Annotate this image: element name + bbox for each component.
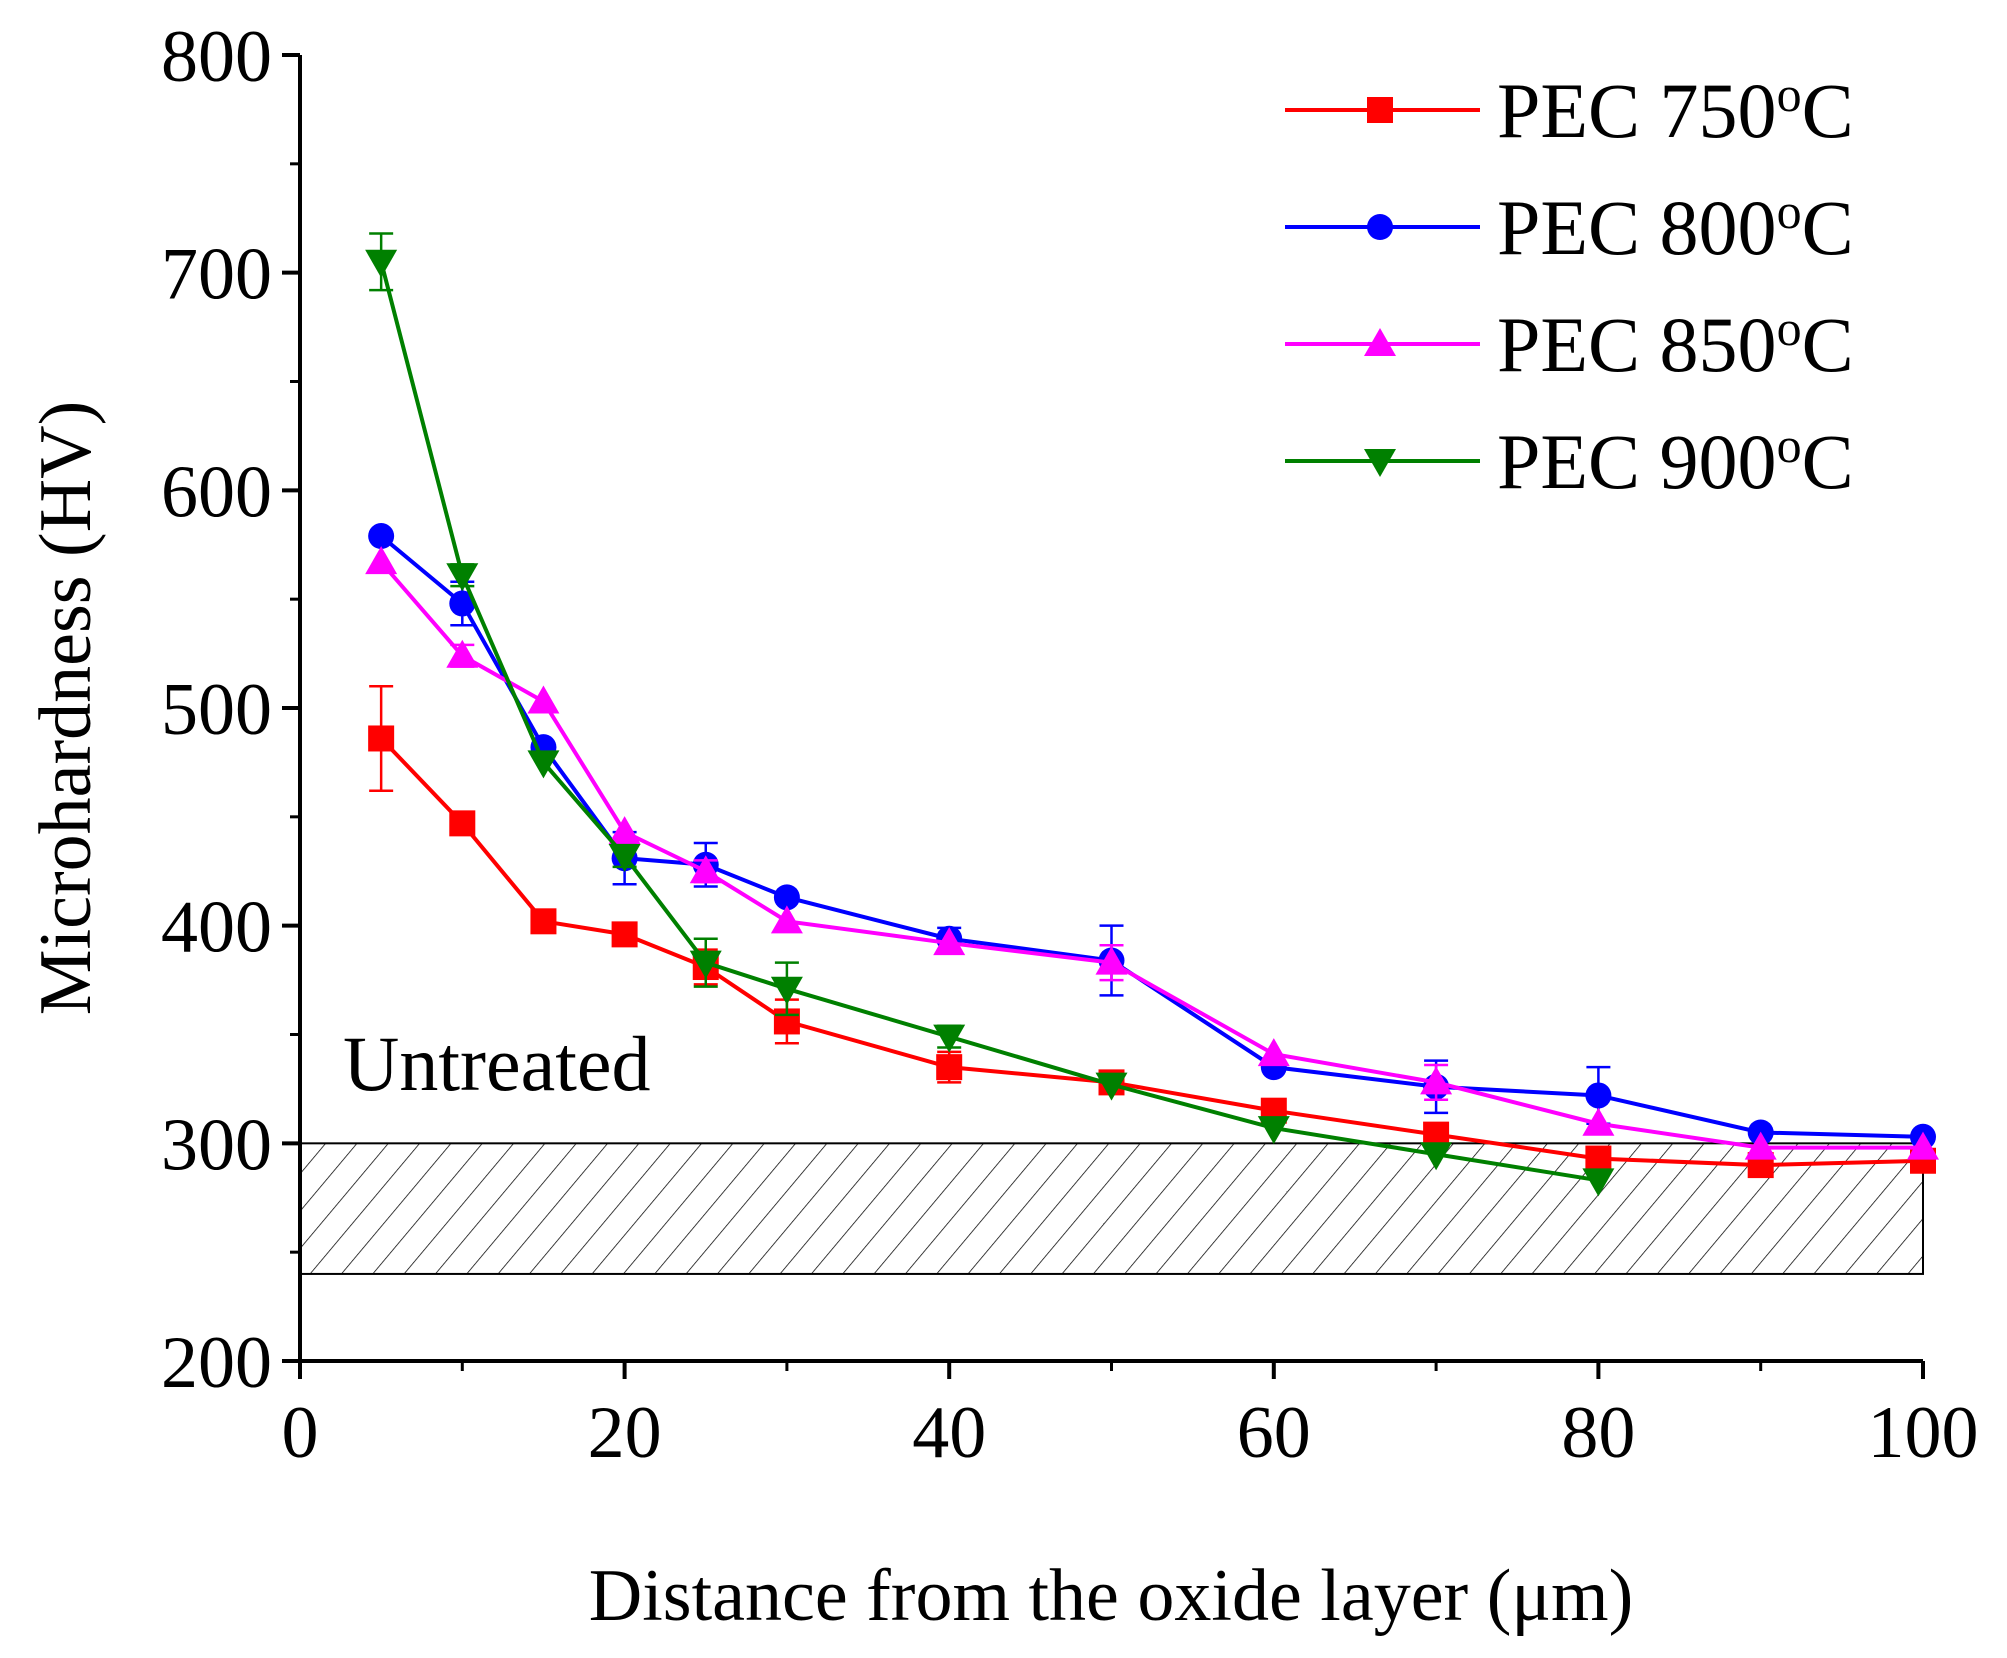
axes: 200 300 400 500 600 700 800 0 20 40 60 80 100 xyxy=(161,16,1979,1474)
triangle-down-marker xyxy=(1582,1168,1615,1197)
x-tick-label: 60 xyxy=(1237,1392,1311,1474)
triangle-down-marker xyxy=(933,1024,966,1053)
legend-label: PEC 850oC xyxy=(1497,300,1854,388)
triangle-up-marker xyxy=(527,685,560,714)
triangle-down-marker xyxy=(1420,1142,1453,1171)
triangle-up-marker xyxy=(1744,1131,1777,1160)
circle-marker xyxy=(368,523,395,550)
triangle-up-marker xyxy=(1582,1107,1615,1136)
y-tick-label: 700 xyxy=(161,234,272,316)
triangle-down-marker xyxy=(527,750,560,779)
x-axis-label: Distance from the oxide layer (μm) xyxy=(589,1555,1633,1637)
triangle-up-marker xyxy=(1420,1066,1453,1095)
square-marker xyxy=(1585,1145,1612,1172)
untreated-band xyxy=(299,1142,1924,1275)
legend: PEC 750oC PEC 800oC PEC 850oC PEC 900oC xyxy=(1285,66,1854,505)
y-tick-label: 600 xyxy=(161,451,272,533)
triangle-up-marker xyxy=(689,855,722,884)
series-pec-800 xyxy=(368,523,1936,1150)
y-tick-label: 500 xyxy=(161,669,272,751)
y-axis-label: Microhardness (HV) xyxy=(25,401,107,1015)
triangle-down-marker xyxy=(365,249,398,278)
legend-item: PEC 900oC xyxy=(1285,417,1854,505)
triangle-down-marker xyxy=(689,950,722,979)
square-marker xyxy=(1367,97,1393,123)
legend-item: PEC 800oC xyxy=(1285,183,1854,271)
x-tick-label: 20 xyxy=(588,1392,662,1474)
triangle-up-marker xyxy=(446,639,479,668)
triangle-up-marker xyxy=(608,816,641,845)
triangle-down-marker xyxy=(1257,1116,1290,1145)
x-tick-label: 80 xyxy=(1561,1392,1635,1474)
y-tick-label: 400 xyxy=(161,887,272,969)
square-marker xyxy=(936,1054,963,1081)
series-pec-900 xyxy=(365,232,1615,1197)
circle-marker xyxy=(1585,1082,1612,1109)
circle-marker xyxy=(773,884,800,911)
y-tick-label: 200 xyxy=(161,1322,272,1404)
triangle-up-marker xyxy=(770,905,803,934)
untreated-hatched-region xyxy=(299,1142,1924,1275)
circle-marker xyxy=(1367,214,1393,240)
x-tick-label: 0 xyxy=(282,1392,319,1474)
triangle-down-marker xyxy=(1364,449,1396,477)
legend-label: PEC 900oC xyxy=(1497,417,1854,505)
triangle-down-marker xyxy=(1095,1072,1128,1101)
x-tick-label: 100 xyxy=(1868,1392,1979,1474)
triangle-up-marker xyxy=(365,546,398,575)
triangle-up-marker xyxy=(1364,328,1396,356)
square-marker xyxy=(530,908,557,935)
legend-label: PEC 800oC xyxy=(1497,183,1854,271)
square-marker xyxy=(368,725,395,752)
untreated-label: Untreated xyxy=(343,1020,651,1107)
square-marker xyxy=(449,810,476,837)
legend-item: PEC 850oC xyxy=(1285,300,1854,388)
legend-label: PEC 750oC xyxy=(1497,66,1854,154)
triangle-up-marker xyxy=(1907,1131,1939,1160)
triangle-down-marker xyxy=(608,844,641,873)
triangle-up-marker xyxy=(1095,946,1128,975)
series-pec-850 xyxy=(365,546,1939,1160)
triangle-up-marker xyxy=(1257,1038,1290,1067)
square-marker xyxy=(611,921,638,948)
legend-item: PEC 750oC xyxy=(1285,66,1854,154)
y-tick-label: 800 xyxy=(161,16,272,98)
triangle-down-marker xyxy=(446,563,479,592)
triangle-up-marker xyxy=(933,927,966,956)
circle-marker xyxy=(449,590,476,617)
series-group xyxy=(365,232,1939,1197)
x-tick-label: 40 xyxy=(912,1392,986,1474)
triangle-down-marker xyxy=(770,976,803,1005)
y-tick-label: 300 xyxy=(161,1104,272,1186)
